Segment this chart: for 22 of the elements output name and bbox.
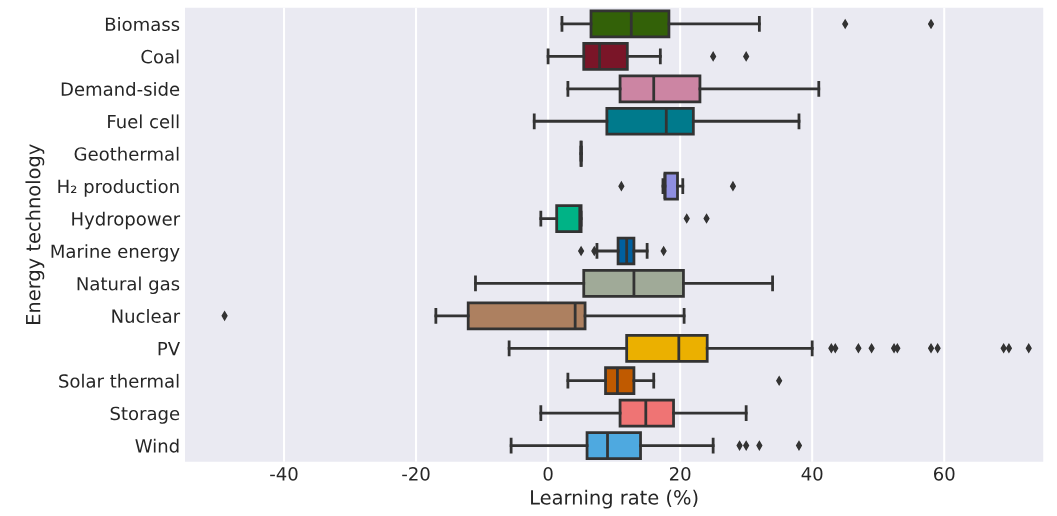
y-tick-label: Natural gas [77, 276, 180, 295]
y-tick-label: Wind [135, 438, 179, 453]
y-tick-label: Geothermal [74, 146, 179, 161]
y-tick-label: Marine energy [51, 244, 180, 262]
x-tick-label: -20 [402, 467, 430, 481]
x-tick-label: -40 [270, 467, 298, 481]
x-tick-label: 60 [934, 467, 955, 481]
y-tick-label: H₂ production [58, 179, 179, 197]
x-axis-title: Learning rate (%) [531, 489, 698, 509]
y-tick-label: Coal [141, 49, 179, 64]
x-tick-label: 0 [543, 467, 553, 481]
y-axis-title: Energy technology [25, 144, 45, 324]
y-tick-label: Storage [110, 406, 180, 424]
y-tick-label: Fuel cell [108, 114, 179, 129]
y-tick-label: Hydropower [72, 211, 181, 230]
y-tick-label: Demand-side [61, 81, 180, 96]
x-tick-label: 40 [801, 467, 823, 481]
y-tick-label: PV [158, 342, 180, 356]
y-tick-label: Solar thermal [59, 373, 179, 388]
y-tick-label: Biomass [105, 17, 180, 32]
y-tick-label: Nuclear [112, 309, 181, 323]
x-tick-label: 20 [669, 467, 691, 481]
